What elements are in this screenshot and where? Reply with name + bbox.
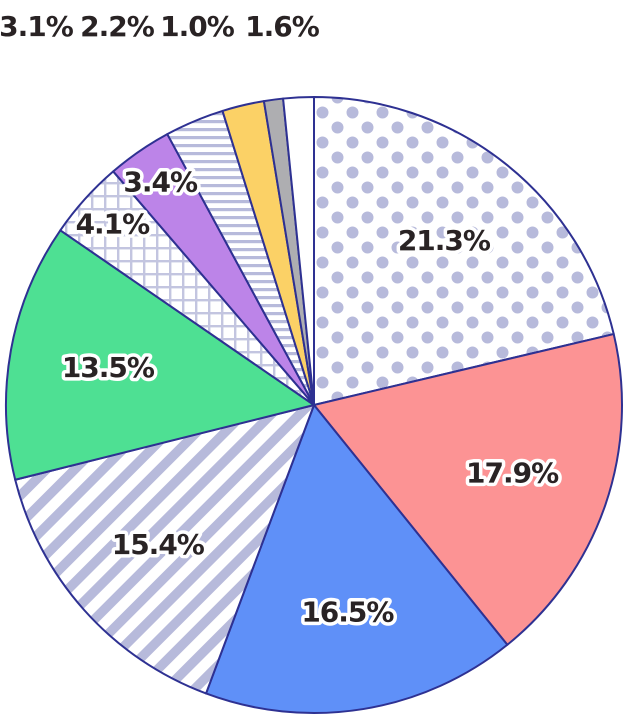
tiny-slice-label: 1.0%: [160, 10, 235, 43]
pie-slice-0: [313, 96, 615, 406]
tiny-slice-label: 2.2%: [80, 10, 155, 43]
pie-slice-4: [5, 229, 315, 481]
slice-label: 21.3%: [398, 224, 491, 257]
pie-slice-10: [282, 96, 315, 406]
pie-slice-2: [205, 404, 509, 714]
slice-label: 3.4%: [123, 165, 198, 198]
slice-label: 16.5%: [301, 595, 394, 628]
slice-label: 13.5%: [62, 351, 155, 384]
pie-slice-3: [14, 404, 315, 695]
pie-slice-1: [313, 333, 623, 646]
slice-label: 17.9%: [466, 456, 559, 489]
tiny-slice-label: 3.1%: [0, 10, 74, 43]
slice-label: 4.1%: [76, 207, 151, 240]
tiny-slice-label: 1.6%: [245, 10, 320, 43]
slice-label: 15.4%: [112, 528, 205, 561]
